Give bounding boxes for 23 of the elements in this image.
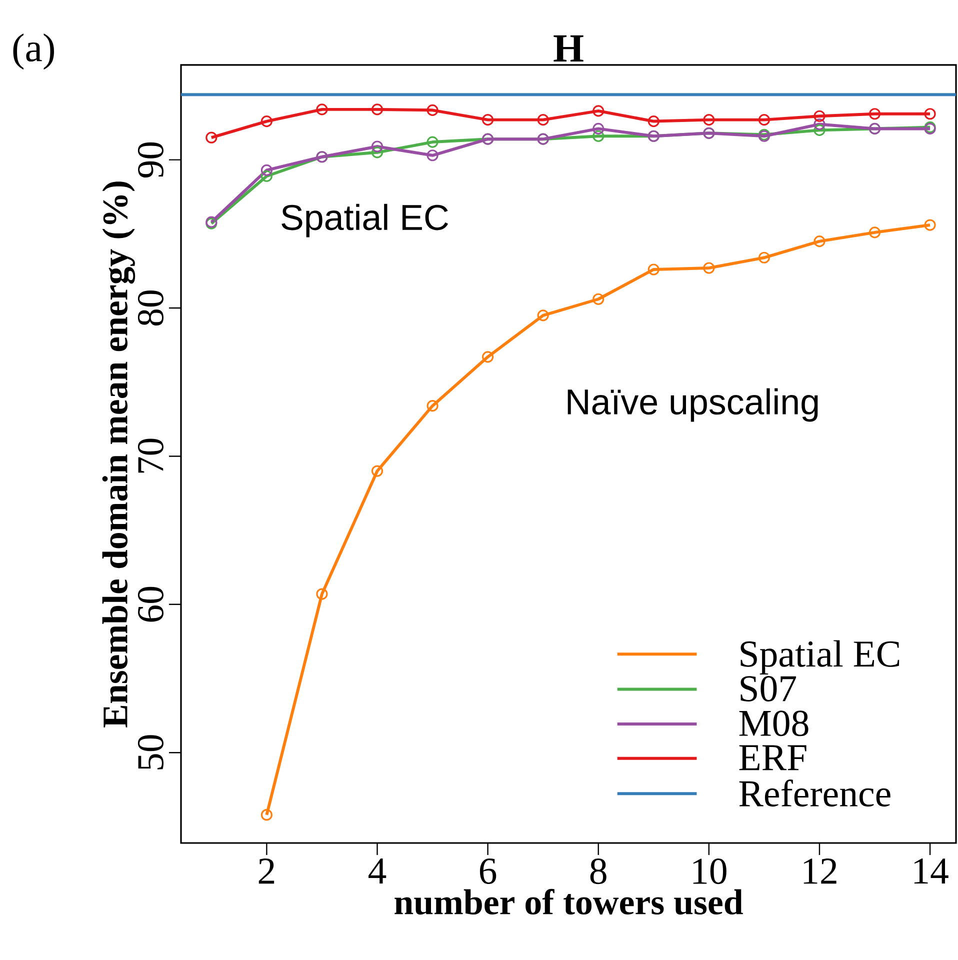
- y-axis-title: Ensemble domain mean energy (%): [102, 182, 136, 728]
- y-tick-label: 80: [138, 290, 164, 326]
- x-tick-label: 6: [480, 858, 496, 884]
- legend-label: M08: [739, 710, 808, 736]
- x-tick-label: 12: [804, 858, 836, 884]
- legend-label: S07: [740, 676, 796, 702]
- legend-label: Spatial EC: [740, 640, 900, 675]
- x-tick-label: 8: [590, 858, 606, 884]
- x-axis-title: number of towers used: [394, 888, 743, 915]
- x-tick-label: 2: [258, 858, 274, 884]
- y-tick-label: 50: [138, 735, 164, 770]
- legend-label: ERF: [739, 745, 806, 770]
- x-tick-label: 10: [693, 858, 726, 884]
- x-tick-label: 4: [368, 858, 386, 884]
- annotation: Spatial EC: [282, 204, 448, 238]
- annotation: Naïve upscaling: [568, 388, 818, 422]
- chart-title: H: [554, 35, 584, 62]
- x-tick-label: 14: [914, 858, 948, 884]
- y-tick-label: 60: [138, 586, 164, 622]
- y-tick-label: 70: [138, 438, 164, 473]
- y-tick-label: 90: [138, 142, 164, 178]
- legend-label: Reference: [739, 780, 890, 807]
- text: (a): [13, 34, 54, 70]
